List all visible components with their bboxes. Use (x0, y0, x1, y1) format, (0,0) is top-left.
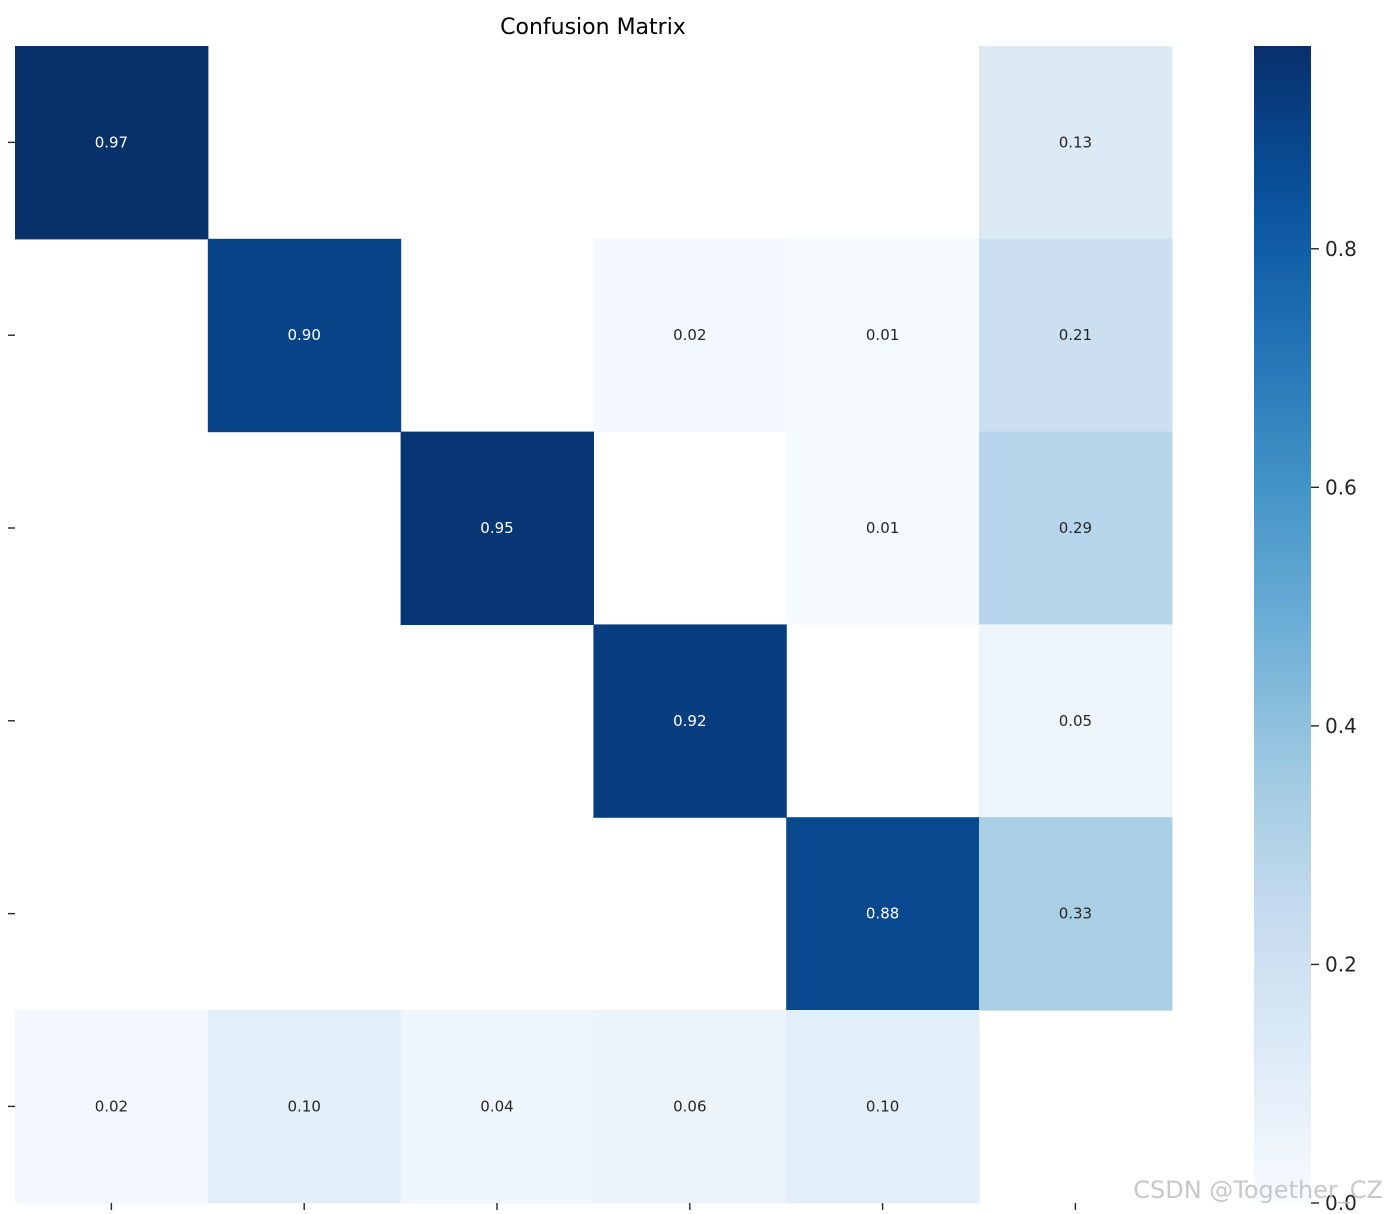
cell-value-label: 0.90 (287, 326, 320, 344)
colorbar-tick-label: 0.8 (1325, 237, 1357, 261)
heatmap-cell (207, 238, 402, 433)
heatmap-cell (593, 624, 787, 818)
heatmap-cell (400, 1010, 594, 1204)
cell-value-label: 0.05 (1059, 712, 1092, 730)
heatmap-cell-labels: 0.97 0.13 0.90 0.02 0.01 0.21 0.95 0.01 0.29 0.92… (95, 133, 1092, 1115)
cell-value-label: 0.02 (673, 326, 706, 344)
cell-value-label: 0.10 (866, 1097, 899, 1115)
watermark-text: CSDN @Together_CZ (1133, 1176, 1383, 1204)
x-axis-ticks (110, 1203, 1077, 1210)
heatmap-cell (15, 1010, 209, 1204)
heatmap-cell (979, 817, 1173, 1011)
cell-value-label: 0.06 (673, 1097, 706, 1115)
cell-value-label: 0.33 (1059, 905, 1092, 923)
heatmap-cell (786, 817, 980, 1011)
colorbar-ticks: 0.0 0.2 0.4 0.6 0.8 (1311, 237, 1357, 1214)
cell-value-label: 0.88 (866, 905, 899, 923)
heatmap-cell (400, 431, 594, 625)
cell-value-label: 0.02 (95, 1097, 128, 1115)
cell-value-label: 0.95 (480, 519, 513, 537)
colorbar (1254, 46, 1311, 1203)
heatmap-cell (979, 46, 1173, 240)
colorbar-tick-label: 0.0 (1325, 1191, 1357, 1214)
cell-value-label: 0.21 (1059, 326, 1092, 344)
heatmap-cell (786, 1010, 980, 1204)
colorbar-tick-label: 0.4 (1325, 714, 1357, 738)
heatmap-cell (979, 624, 1173, 818)
cell-value-label: 0.04 (480, 1097, 513, 1115)
colorbar-tick-label: 0.2 (1325, 952, 1357, 976)
cell-value-label: 0.29 (1059, 519, 1092, 537)
cell-value-label: 0.97 (95, 133, 128, 151)
heatmap-cell (786, 238, 980, 433)
heatmap-cells (15, 46, 1173, 1204)
cell-value-label: 0.13 (1059, 133, 1092, 151)
chart-title: Confusion Matrix (500, 15, 686, 40)
heatmap-cell (207, 1010, 402, 1204)
heatmap-cell (15, 46, 209, 240)
heatmap-cell (593, 238, 787, 433)
colorbar-tick-label: 0.6 (1325, 475, 1357, 499)
heatmap-cell (786, 431, 980, 625)
heatmap-cell (979, 238, 1173, 433)
cell-value-label: 0.10 (287, 1097, 320, 1115)
cell-value-label: 0.01 (866, 519, 899, 537)
cell-value-label: 0.01 (866, 326, 899, 344)
cell-value-label: 0.92 (673, 712, 706, 730)
heatmap-cell (593, 1010, 787, 1204)
y-axis-ticks (8, 141, 15, 1108)
heatmap-cell (979, 431, 1173, 625)
